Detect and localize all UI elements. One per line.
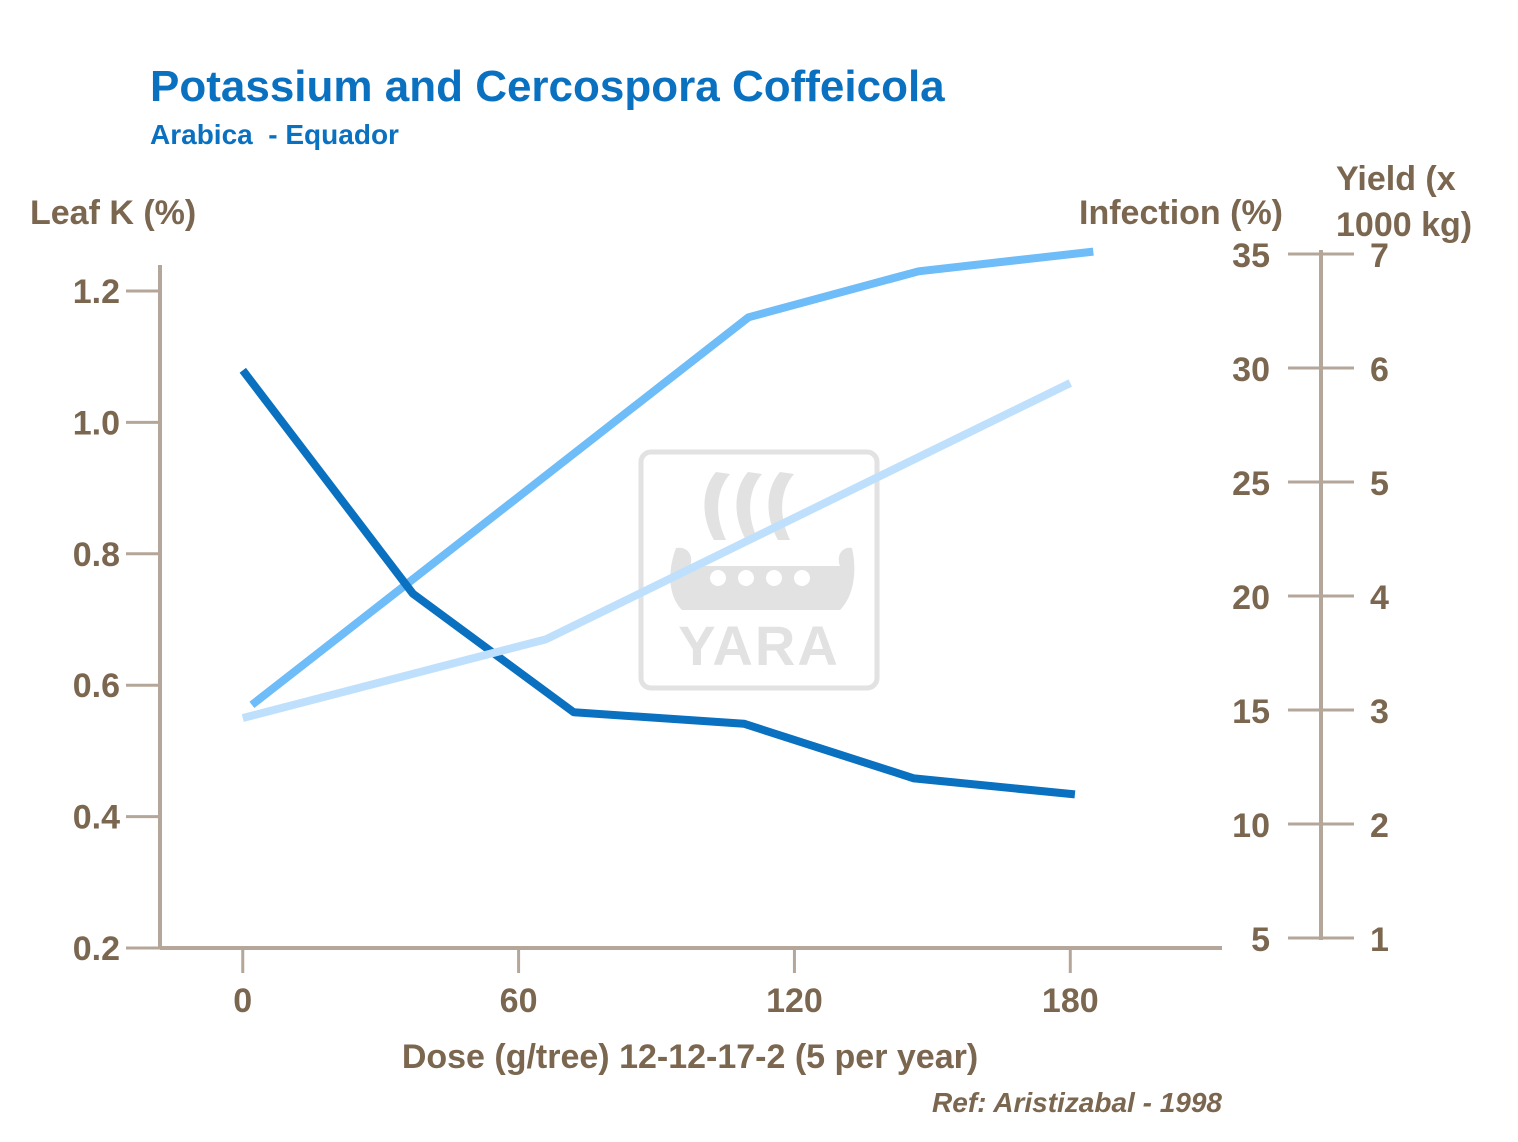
infection-axis-tick-label: 20	[1232, 579, 1270, 617]
left-axis-tick-label: 1.2	[73, 273, 120, 311]
viking-ship-icon	[670, 472, 855, 610]
series-line-leaf-k	[249, 247, 1094, 709]
left-axis-tick-label: 1.0	[73, 404, 120, 442]
watermark-frame	[638, 449, 880, 691]
x-axis-tick-label: 180	[1042, 982, 1099, 1020]
infection-axis-tick-label: 10	[1232, 807, 1270, 845]
left-axis-tick-label: 0.2	[73, 930, 120, 968]
yield-axis-tick-label: 5	[1370, 465, 1389, 503]
left-axis-tick-label: 0.8	[73, 536, 120, 574]
yield-axis-title-line-2: 1000 kg)	[1336, 206, 1472, 244]
x-axis-tick-label: 60	[500, 982, 538, 1020]
infection-axis-tick-label: 30	[1232, 351, 1270, 389]
infection-axis-tick-label: 35	[1232, 237, 1270, 275]
axes: 1.21.00.80.60.40.20 60 120 1803530252015105…	[73, 237, 1389, 1020]
left-axis-title: Leaf K (%)	[30, 194, 196, 232]
series-lines	[239, 247, 1094, 799]
series-line-yield	[241, 379, 1073, 722]
x-axis-title: Dose (g/tree) 12-12-17-2 (5 per year)	[402, 1038, 978, 1076]
series-line-infection	[239, 367, 1076, 799]
chart-title: Potassium and Cercospora Coffeicola	[150, 62, 945, 111]
reference-note: Ref: Aristizabal - 1998	[932, 1087, 1222, 1118]
yield-axis-tick-label: 7	[1370, 237, 1389, 275]
infection-axis-tick-label: 5	[1251, 921, 1270, 959]
infection-axis-tick-label: 15	[1232, 693, 1270, 731]
yield-axis-tick-label: 1	[1370, 921, 1389, 959]
x-axis-tick-label: 120	[766, 982, 823, 1020]
yield-axis-tick-label: 6	[1370, 351, 1389, 389]
yield-axis-title-line-1: Yield (x	[1336, 160, 1456, 198]
left-axis-tick-label: 0.6	[73, 667, 120, 705]
yield-axis-tick-label: 3	[1370, 693, 1389, 731]
x-axis-tick-label: 0	[233, 982, 252, 1020]
yield-axis-tick-label: 4	[1370, 579, 1389, 617]
yara-watermark-logo: YARA	[638, 449, 880, 691]
infection-axis-title: Infection (%)	[1079, 194, 1283, 232]
chart-subtitle: Arabica - Equador	[150, 119, 399, 150]
watermark-text: YARA	[678, 614, 840, 677]
infection-axis-tick-label: 25	[1232, 465, 1270, 503]
yield-axis-tick-label: 2	[1370, 807, 1389, 845]
left-axis-tick-label: 0.4	[73, 799, 120, 837]
